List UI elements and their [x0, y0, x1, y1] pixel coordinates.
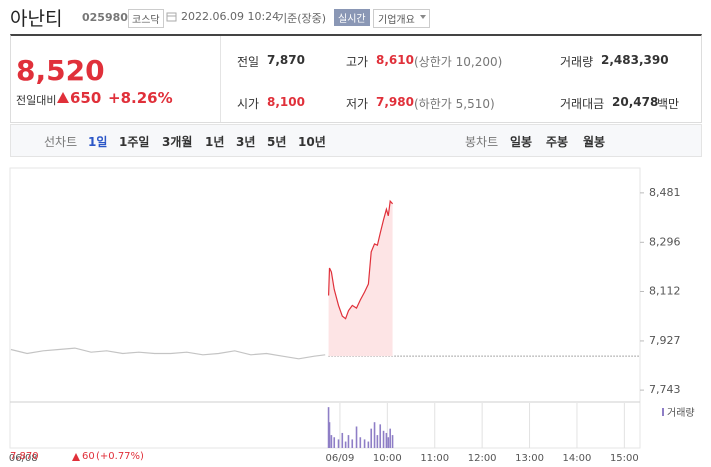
footer-price: 7,870 — [10, 451, 39, 462]
summary-box — [10, 34, 702, 123]
stock-code: 025980 — [82, 11, 128, 24]
volume-bar — [376, 435, 379, 448]
volume-bar — [347, 435, 350, 448]
volume-bar — [359, 437, 362, 448]
tab[interactable]: 1일 — [88, 135, 108, 149]
y-tick-label: 8,296 — [649, 235, 681, 248]
volume-bar — [385, 432, 388, 448]
x-tick-label: 06/08 — [9, 453, 38, 464]
stat-value: 2,483,390 — [601, 53, 669, 67]
x-tick-label: 11:00 — [420, 453, 449, 464]
volume-bar — [333, 437, 336, 448]
x-tick-label: 10:00 — [373, 453, 402, 464]
y-tick-label: 7,743 — [649, 383, 681, 396]
legend-label: 거래량 — [667, 407, 695, 419]
up-arrow — [72, 453, 80, 461]
volume-bar — [379, 424, 382, 448]
y-tick-label: 8,112 — [649, 284, 681, 297]
change-percent: +8.26% — [108, 89, 173, 107]
volume-bar — [327, 407, 330, 448]
volume-bar — [363, 439, 366, 448]
stat-unit: 백만 — [657, 97, 680, 111]
x-tick-label: 14:00 — [563, 453, 592, 464]
datetime: 2022.06.09 10:24 — [181, 10, 280, 23]
volume-bar — [387, 437, 390, 448]
change-value: 650 — [70, 89, 102, 107]
stock-name: 아난티 — [10, 8, 63, 30]
tab[interactable]: 월봉 — [583, 135, 606, 149]
y-tick-label: 7,927 — [649, 334, 681, 347]
x-tick-label: 06/09 — [326, 453, 355, 464]
x-tick-label: 12:00 — [468, 453, 497, 464]
volume-bar — [355, 426, 358, 448]
stat-label: 고가 — [346, 55, 369, 69]
legend-swatch — [662, 408, 664, 416]
tab[interactable]: 일봉 — [510, 135, 533, 149]
tab[interactable]: 10년 — [298, 135, 326, 149]
tab[interactable]: 1년 — [205, 135, 225, 149]
stat-note: (상한가 10,200) — [414, 55, 503, 69]
stat-value: 8,610 — [376, 53, 414, 67]
stat-label: 시가 — [237, 97, 260, 111]
market-badge: 코스닥 — [128, 9, 164, 28]
stat-label: 저가 — [346, 97, 369, 111]
tab-group-label: 봉차트 — [465, 135, 499, 149]
volume-bar — [341, 432, 344, 448]
x-tick-label: 13:00 — [515, 453, 544, 464]
x-tick-label: 15:00 — [610, 453, 639, 464]
price-line — [328, 199, 394, 320]
volume-bar — [328, 422, 331, 448]
change-label: 전일대비 — [16, 94, 57, 107]
status: 기준(장중) — [277, 12, 327, 25]
footer-change: 60 — [82, 451, 95, 462]
stat-value: 8,100 — [267, 95, 305, 109]
divider — [220, 36, 221, 122]
footer-change-percent: (+0.77%) — [96, 451, 144, 462]
plot-frame — [9, 167, 641, 449]
volume-bar — [344, 441, 347, 448]
volume-bar — [337, 439, 340, 448]
volume-bar — [330, 435, 333, 448]
volume-bar — [382, 430, 385, 448]
tab[interactable]: 주봉 — [546, 135, 569, 149]
y-tick-label: 8,481 — [649, 186, 681, 199]
realtime-badge[interactable]: 실시간 — [334, 9, 370, 26]
tab-bar — [10, 124, 702, 157]
stat-label: 전일 — [237, 55, 260, 69]
price-line — [10, 347, 326, 360]
tab-group-label: 선차트 — [44, 135, 78, 149]
stat-note: (하한가 5,510) — [414, 97, 495, 111]
volume-bar — [351, 439, 354, 448]
stat-value: 20,478 — [612, 95, 659, 109]
calendar-icon — [166, 12, 177, 22]
tab[interactable]: 3년 — [236, 135, 256, 149]
tab[interactable]: 1주일 — [119, 135, 150, 149]
stat-value: 7,870 — [267, 53, 305, 67]
area — [328, 201, 393, 357]
stat-value: 7,980 — [376, 95, 414, 109]
volume-bar — [389, 428, 391, 448]
current-price: 8,520 — [16, 54, 105, 87]
volume-bar — [367, 441, 370, 448]
overview-button[interactable]: 기업개요 — [373, 9, 430, 28]
tab[interactable]: 3개월 — [162, 135, 193, 149]
stat-label: 거래량 — [560, 55, 594, 69]
up-arrow — [57, 92, 69, 103]
volume-bar — [370, 428, 373, 448]
tab[interactable]: 5년 — [267, 135, 287, 149]
volume-bar — [373, 422, 376, 448]
dropdown-arrow — [420, 15, 426, 19]
stat-label: 거래대금 — [560, 97, 605, 111]
volume-bar — [391, 435, 394, 448]
